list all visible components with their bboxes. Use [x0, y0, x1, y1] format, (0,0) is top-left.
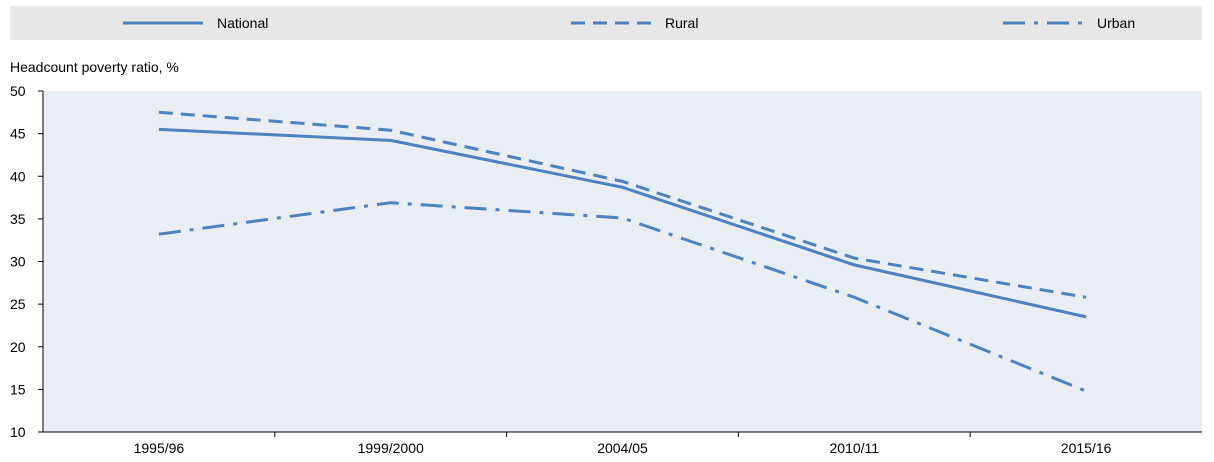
y-tick-label: 35	[10, 211, 26, 227]
x-tick-label: 2015/16	[1061, 440, 1112, 456]
y-tick-label: 20	[10, 339, 26, 355]
y-tick-label: 25	[10, 296, 26, 312]
legend-label-national: National	[217, 15, 268, 31]
series-line-rural	[158, 110, 1087, 299]
y-tick-label: 10	[10, 424, 26, 440]
y-axis-title: Headcount poverty ratio, %	[10, 59, 179, 75]
y-tick-label: 30	[10, 254, 26, 270]
legend-label-rural: Rural	[665, 15, 698, 31]
plot-area	[43, 91, 1202, 432]
y-tick-label: 40	[10, 168, 26, 184]
y-tick-label: 15	[10, 381, 26, 397]
series-lines	[158, 110, 1087, 393]
y-axis: 10 15 20 25 30 35 40 45 50	[10, 83, 44, 440]
x-tick-label: 2004/05	[597, 440, 648, 456]
y-tick-label: 45	[10, 126, 26, 142]
x-tick-label: 1999/2000	[358, 440, 424, 456]
x-axis: 1995/96 1999/2000 2004/05 2010/11 2015/16	[43, 431, 1202, 456]
y-tick-label: 50	[10, 83, 26, 99]
legend-label-urban: Urban	[1097, 15, 1135, 31]
legend: National Rural Urban	[123, 15, 1135, 31]
x-tick-label: 2010/11	[830, 440, 880, 456]
series-line-national	[158, 127, 1087, 319]
x-tick-label: 1995/96	[134, 440, 185, 456]
series-line-urban	[158, 201, 1087, 393]
